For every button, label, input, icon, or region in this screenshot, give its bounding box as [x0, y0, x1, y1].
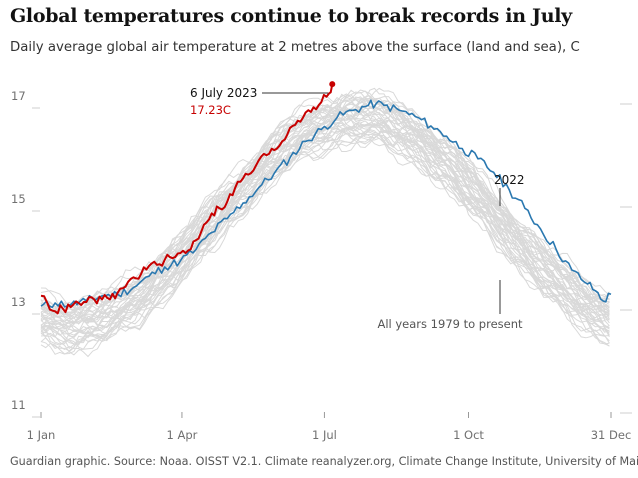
x-tick-label: 1 Apr [166, 428, 197, 442]
background-year-line [40, 120, 610, 350]
source-note: Guardian graphic. Source: Noaa. OISST V2… [10, 455, 638, 468]
background-year-line [40, 130, 610, 352]
all-years-label: All years 1979 to present [377, 317, 523, 331]
record-date-label: 6 July 2023 [190, 86, 257, 100]
x-tick-label: 1 Jan [27, 428, 56, 442]
background-year-line [40, 103, 610, 329]
background-year-line [40, 87, 610, 311]
y-tick-label: 17 [11, 89, 26, 103]
x-tick-label: 31 Dec [591, 428, 632, 442]
chart-title: Global temperatures continue to break re… [10, 5, 572, 27]
background-year-line [40, 125, 610, 344]
background-year-line [40, 90, 610, 315]
record-point-marker [329, 81, 336, 88]
x-tick-label: 1 Jul [312, 428, 337, 442]
background-year-line [40, 96, 610, 319]
series-line-2023 [40, 84, 334, 315]
record-value-label: 17.23C [190, 103, 231, 117]
series-line-2022 [40, 99, 612, 309]
background-year-line [40, 130, 610, 356]
y-tick-label: 13 [11, 295, 26, 309]
x-tick-label: 1 Oct [453, 428, 484, 442]
background-years-group [40, 87, 610, 358]
chart-subtitle: Daily average global air temperature at … [10, 40, 580, 55]
y-tick-label: 15 [11, 192, 26, 206]
background-year-line [40, 112, 610, 336]
label-2022: 2022 [494, 173, 525, 187]
y-tick-label: 11 [11, 398, 26, 412]
background-year-line [40, 112, 610, 331]
background-year-line [40, 132, 610, 355]
